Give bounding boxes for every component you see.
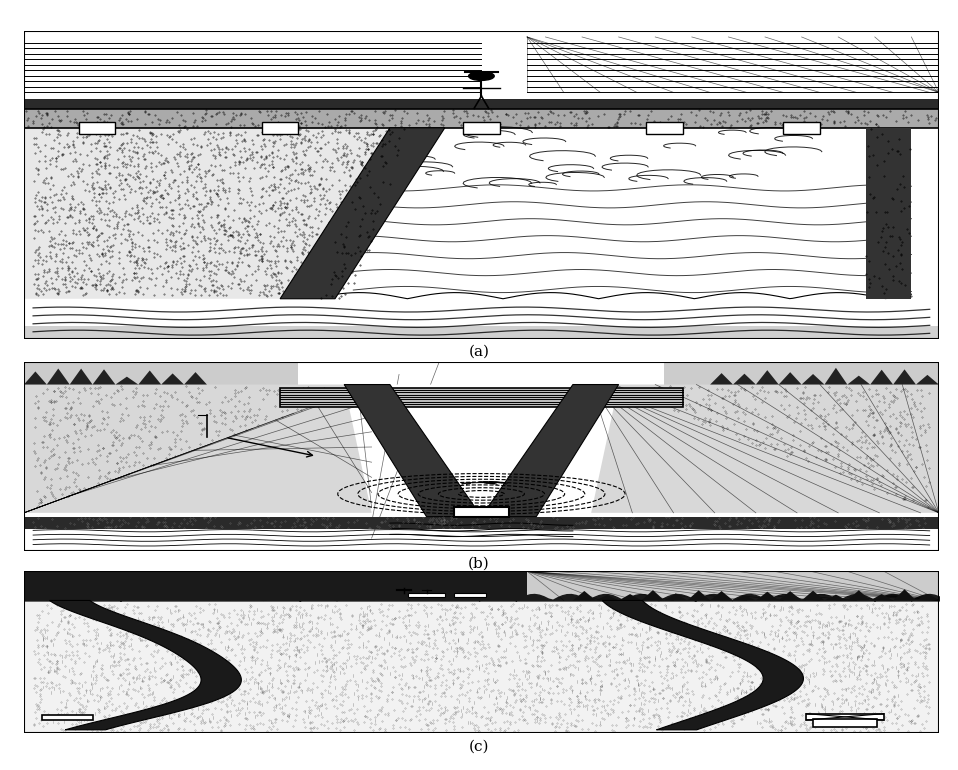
Bar: [812, 719, 877, 727]
Polygon shape: [848, 376, 870, 384]
Polygon shape: [591, 384, 939, 513]
Bar: [24, 517, 939, 529]
Polygon shape: [916, 375, 939, 384]
Polygon shape: [24, 99, 939, 109]
Polygon shape: [802, 374, 825, 384]
Bar: [408, 593, 445, 598]
Polygon shape: [756, 591, 779, 601]
Bar: [463, 122, 500, 134]
Polygon shape: [866, 128, 911, 299]
Polygon shape: [93, 370, 115, 384]
Polygon shape: [870, 594, 893, 601]
Polygon shape: [24, 299, 939, 339]
Polygon shape: [733, 595, 756, 601]
Polygon shape: [687, 591, 710, 601]
Polygon shape: [893, 589, 916, 601]
Polygon shape: [756, 370, 779, 384]
Polygon shape: [24, 128, 426, 299]
Polygon shape: [710, 591, 733, 601]
Polygon shape: [916, 594, 939, 601]
Polygon shape: [344, 384, 481, 517]
Polygon shape: [733, 373, 756, 384]
Text: (a): (a): [468, 345, 490, 359]
Polygon shape: [24, 326, 939, 339]
Polygon shape: [802, 591, 825, 601]
Polygon shape: [47, 369, 70, 384]
Polygon shape: [161, 373, 184, 384]
Polygon shape: [481, 384, 619, 517]
Polygon shape: [372, 384, 591, 517]
Polygon shape: [603, 601, 804, 730]
Circle shape: [468, 72, 494, 80]
Polygon shape: [24, 371, 47, 384]
Bar: [454, 507, 509, 517]
Polygon shape: [848, 590, 870, 601]
Polygon shape: [779, 372, 802, 384]
Polygon shape: [24, 384, 372, 513]
Bar: [24, 571, 939, 601]
Polygon shape: [115, 377, 138, 384]
Polygon shape: [24, 31, 939, 99]
Polygon shape: [870, 370, 893, 384]
Text: (b): (b): [468, 557, 490, 571]
Polygon shape: [596, 595, 619, 601]
Polygon shape: [527, 571, 939, 601]
Polygon shape: [642, 590, 665, 601]
Polygon shape: [665, 362, 939, 400]
Polygon shape: [335, 128, 939, 299]
Bar: [807, 714, 884, 720]
Polygon shape: [573, 591, 596, 601]
Polygon shape: [138, 370, 161, 384]
Polygon shape: [24, 362, 298, 400]
Polygon shape: [665, 593, 687, 601]
Polygon shape: [24, 109, 939, 128]
Bar: [454, 593, 486, 598]
Polygon shape: [50, 601, 241, 730]
Bar: [42, 715, 93, 720]
Polygon shape: [280, 128, 445, 299]
Bar: [262, 122, 298, 134]
Polygon shape: [70, 369, 93, 384]
Bar: [280, 388, 683, 407]
Text: (c): (c): [468, 740, 490, 754]
Polygon shape: [779, 591, 802, 601]
Bar: [646, 122, 683, 134]
Bar: [79, 122, 115, 134]
Polygon shape: [184, 372, 207, 384]
Polygon shape: [825, 368, 848, 384]
Polygon shape: [825, 594, 848, 601]
Polygon shape: [710, 373, 733, 384]
Polygon shape: [619, 594, 642, 601]
Polygon shape: [893, 370, 916, 384]
Bar: [784, 122, 820, 134]
